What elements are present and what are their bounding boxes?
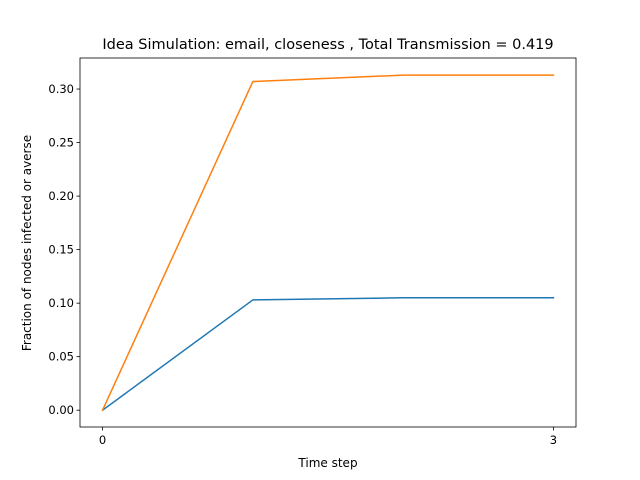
y-tick-label: 0.25	[48, 136, 74, 150]
series-line-1	[101, 297, 555, 412]
y-tick-label: 0.05	[48, 350, 74, 364]
plot-frame	[79, 57, 577, 428]
y-axis-label: Fraction of nodes infected or averse	[20, 135, 34, 351]
x-tick-label: 0	[99, 433, 106, 447]
y-tick-label: 0.30	[48, 82, 74, 96]
chart-title: Idea Simulation: email, closeness , Tota…	[102, 37, 553, 53]
plot-area: 0.00 0.05 0.10 0.15 0.20 0.25 0.30 0 3	[48, 57, 577, 447]
y-tick-label: 0.15	[48, 243, 74, 257]
x-tick-label: 3	[550, 433, 557, 447]
x-axis-label: Time step	[297, 456, 357, 470]
y-tick-label: 0.00	[48, 403, 74, 417]
y-tick-label: 0.10	[48, 296, 74, 310]
y-tick-label: 0.20	[48, 189, 74, 203]
series-line-2	[101, 74, 555, 412]
